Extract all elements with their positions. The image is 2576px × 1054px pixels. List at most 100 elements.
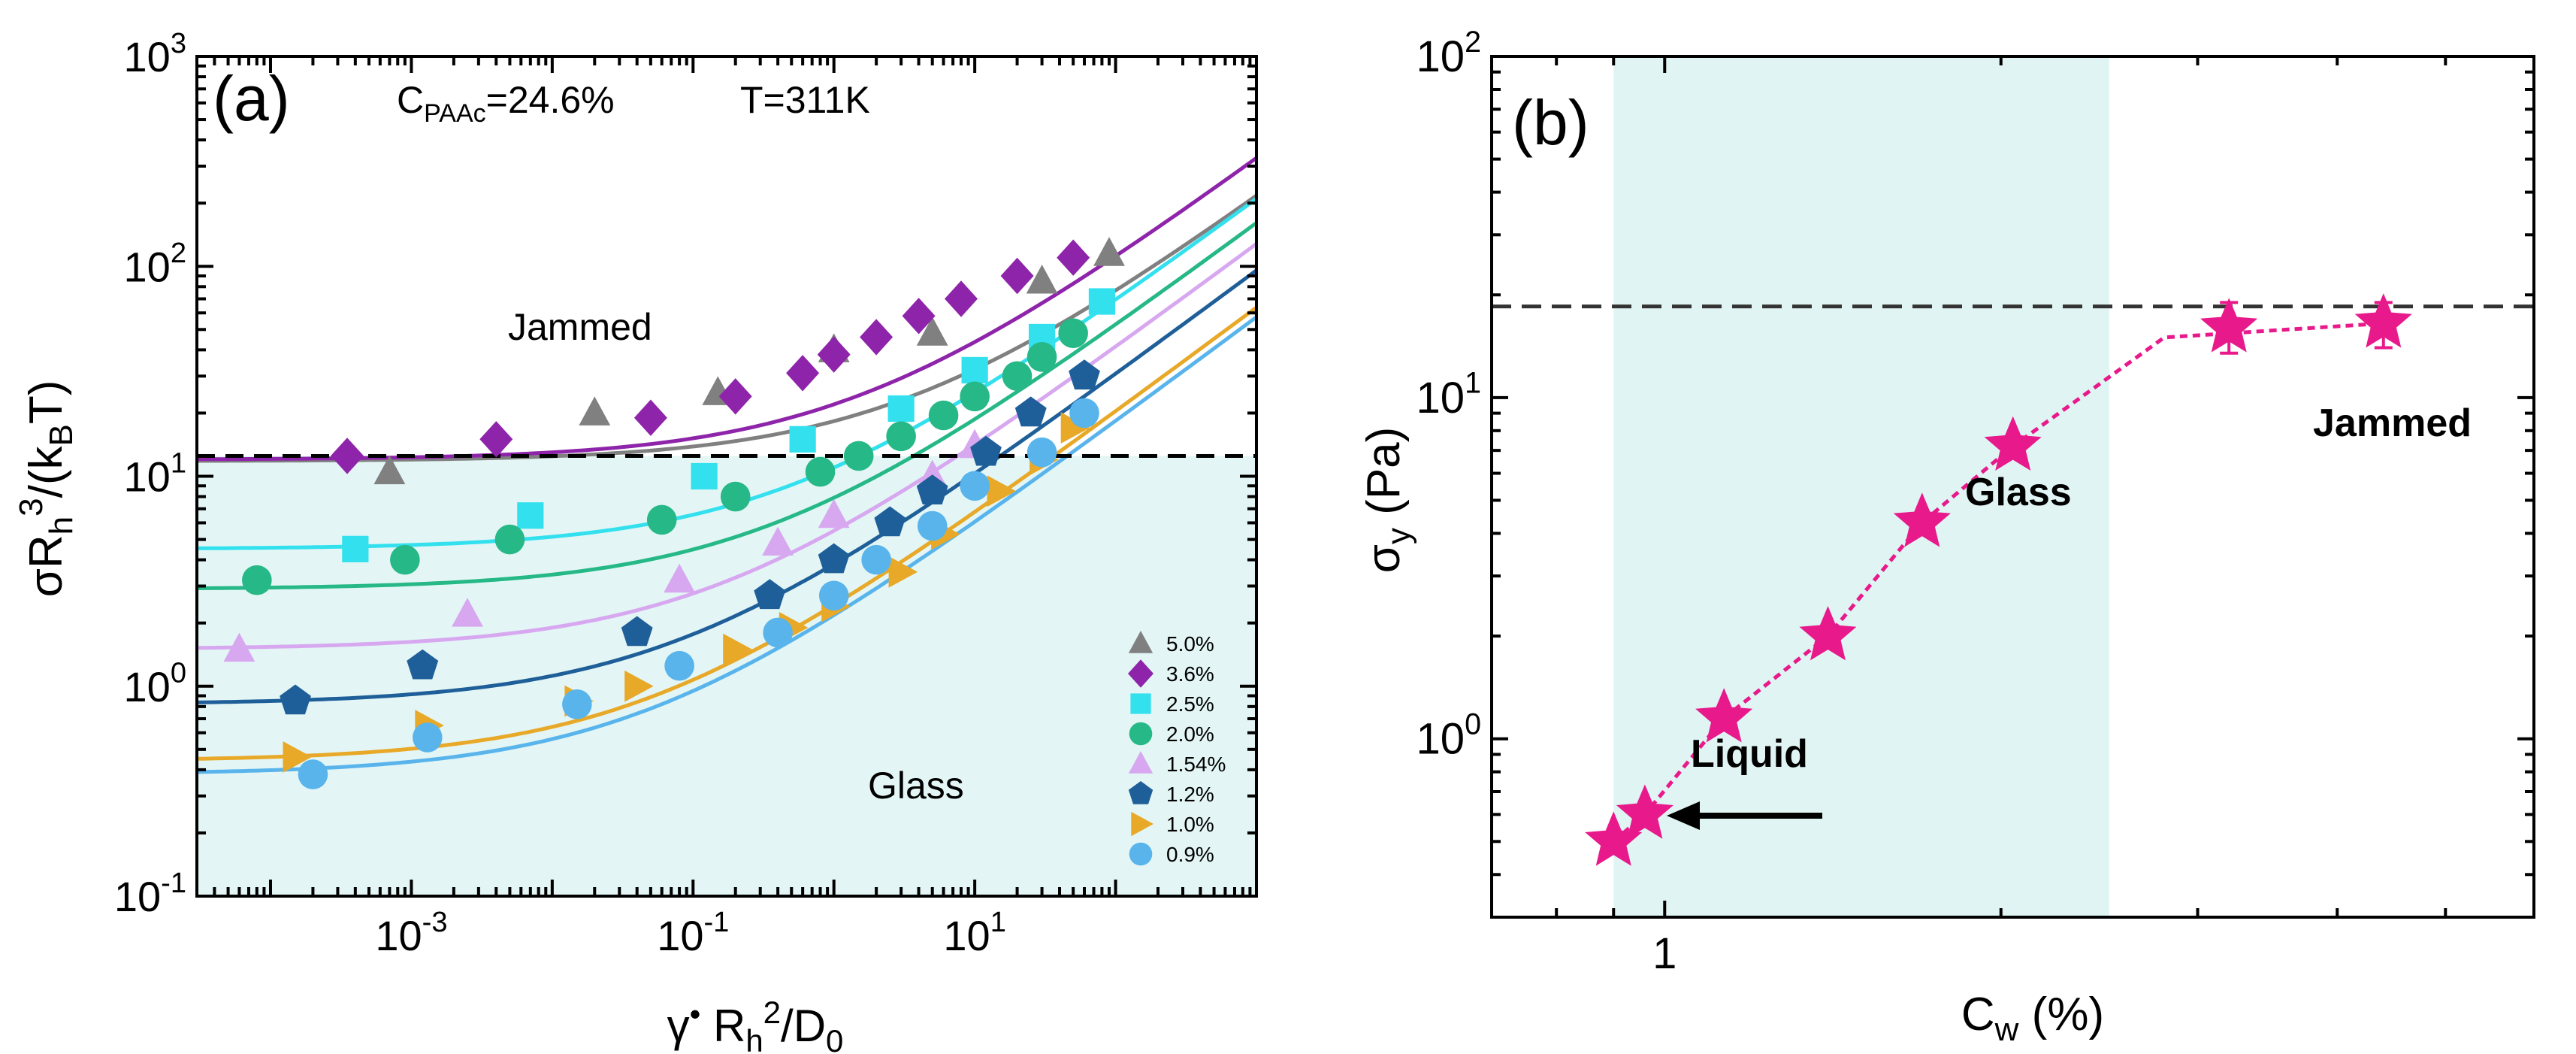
- data-point-series-1: [916, 317, 948, 346]
- conc-symbol: C: [397, 79, 424, 121]
- legend-a: 5.0% 3.6% 2.5% 2.0% 1.54% 1.2% 1.0% 0.9%: [1128, 631, 1226, 866]
- data-point-series-1: [1026, 265, 1058, 294]
- data-point-series-1: [579, 396, 611, 426]
- data-point-series-8: [861, 544, 891, 575]
- data-point-series-4: [960, 381, 990, 412]
- data-points-b: [1585, 293, 2412, 866]
- x-tick-label: 10-1: [657, 907, 729, 959]
- fit-curve-4: [196, 221, 1258, 590]
- data-point-series-3: [691, 462, 718, 490]
- y-tick-label: 101: [124, 447, 186, 500]
- data-point-series-8: [1069, 398, 1099, 429]
- data-point-star: [1585, 811, 1643, 866]
- legend-label-4: 2.0%: [1166, 722, 1214, 746]
- x-axis-label-a: γ• Rh2/D0: [667, 995, 844, 1054]
- legend-marker-8: [1129, 842, 1153, 866]
- data-point-series-2: [1000, 257, 1034, 295]
- data-point-series-8: [562, 689, 592, 719]
- data-point-series-6: [874, 506, 906, 537]
- x-axis-label-b: Cw (%): [1961, 989, 2104, 1048]
- data-point-series-8: [664, 650, 694, 681]
- data-point-series-2: [786, 355, 820, 392]
- data-point-series-2: [817, 336, 851, 373]
- data-point-series-3: [1088, 288, 1116, 315]
- x-tick-label: 101: [943, 907, 1005, 959]
- region-label-liquid-b: Liquid: [1691, 732, 1808, 776]
- concentration-annotation: CPAAc=24.6%: [397, 79, 615, 128]
- y-tick-label: 100: [1416, 708, 1481, 764]
- data-point-series-5: [664, 563, 695, 593]
- x-tick-label: 10-3: [375, 907, 447, 959]
- data-point-series-3: [342, 535, 369, 562]
- data-point-series-6: [621, 616, 653, 647]
- data-point-series-8: [818, 580, 849, 611]
- legend-label-7: 1.0%: [1166, 813, 1214, 836]
- panel-b-chart: 1 100 101 102 (b) Glass Jammed Liquid Cw (%…: [1358, 26, 2535, 1048]
- legend-marker-4: [1129, 722, 1153, 746]
- data-point-series-5: [762, 526, 794, 556]
- legend-marker-5: [1128, 751, 1153, 774]
- panel-label-b: (b): [1512, 87, 1589, 158]
- legend-marker-6: [1128, 781, 1153, 804]
- legend-marker-3: [1130, 693, 1151, 714]
- data-point-series-5: [818, 498, 850, 529]
- data-point-series-1: [1093, 237, 1125, 266]
- y-tick-label: 101: [1416, 367, 1481, 423]
- data-point-series-2: [331, 438, 364, 474]
- data-point-series-8: [917, 510, 948, 541]
- panel-a-chart: 10-3 10-1 101 10-1 100 101 102 103 (a) CPAAc=24…: [13, 28, 1258, 1054]
- legend-marker-7: [1131, 811, 1153, 837]
- data-point-series-4: [720, 481, 751, 512]
- fit-curve-1: [196, 194, 1258, 463]
- data-point-series-8: [763, 617, 793, 648]
- data-point-star: [1695, 688, 1753, 743]
- data-point-star: [1893, 492, 1951, 547]
- data-point-series-3: [789, 426, 816, 453]
- data-point-series-8: [1026, 437, 1057, 468]
- data-point-star: [1799, 606, 1857, 661]
- legend-label-3: 2.5%: [1166, 692, 1214, 716]
- data-point-series-7: [723, 633, 752, 665]
- data-point-series-1: [373, 455, 406, 485]
- data-point-series-4: [1002, 361, 1033, 392]
- region-label-glass-b: Glass: [1965, 471, 2072, 514]
- data-point-star: [1984, 416, 2042, 471]
- liquid-arrowhead-icon: [1667, 801, 1700, 830]
- legend-marker-1: [1128, 631, 1153, 653]
- data-point-series-4: [242, 565, 272, 595]
- data-point-series-7: [987, 475, 1017, 507]
- region-label-jammed-a: Jammed: [508, 306, 652, 348]
- data-point-series-2: [860, 319, 893, 356]
- data-point-series-5: [223, 632, 255, 662]
- ticks-b: 1 100 101 102: [1416, 26, 2535, 978]
- data-points-a: [223, 237, 1125, 789]
- plot-frame: [1490, 55, 2535, 919]
- conc-value: =24.6%: [486, 79, 615, 121]
- data-point-series-2: [479, 421, 513, 458]
- data-point-series-6: [970, 435, 1002, 466]
- data-point-series-8: [298, 759, 328, 789]
- data-point-series-3: [961, 356, 988, 384]
- data-point-series-3: [517, 502, 544, 529]
- axes-frame-b: [1490, 55, 2535, 919]
- legend-label-8: 0.9%: [1166, 843, 1214, 866]
- data-point-series-4: [1026, 342, 1057, 372]
- data-point-series-5: [452, 598, 483, 627]
- data-point-series-2: [945, 280, 978, 317]
- legend-label-2: 3.6%: [1166, 662, 1214, 686]
- data-point-series-6: [916, 474, 948, 504]
- fit-curve-2: [197, 156, 1258, 462]
- y-tick-label: 102: [1416, 26, 1481, 81]
- ticks-a: 10-3 10-1 101 10-1 100 101 102 103: [114, 28, 1258, 959]
- data-point-series-2: [902, 298, 936, 335]
- data-point-series-6: [1014, 396, 1047, 427]
- temperature-annotation: T=311K: [740, 79, 870, 121]
- data-point-series-4: [928, 400, 959, 431]
- data-point-series-6: [407, 649, 439, 680]
- data-point-series-7: [1060, 412, 1090, 444]
- y-axis-label-b: σy (Pa): [1358, 427, 1417, 574]
- data-point-series-4: [886, 421, 916, 452]
- fit-curve-8: [196, 315, 1258, 774]
- glass-region-fill: [1613, 56, 2109, 917]
